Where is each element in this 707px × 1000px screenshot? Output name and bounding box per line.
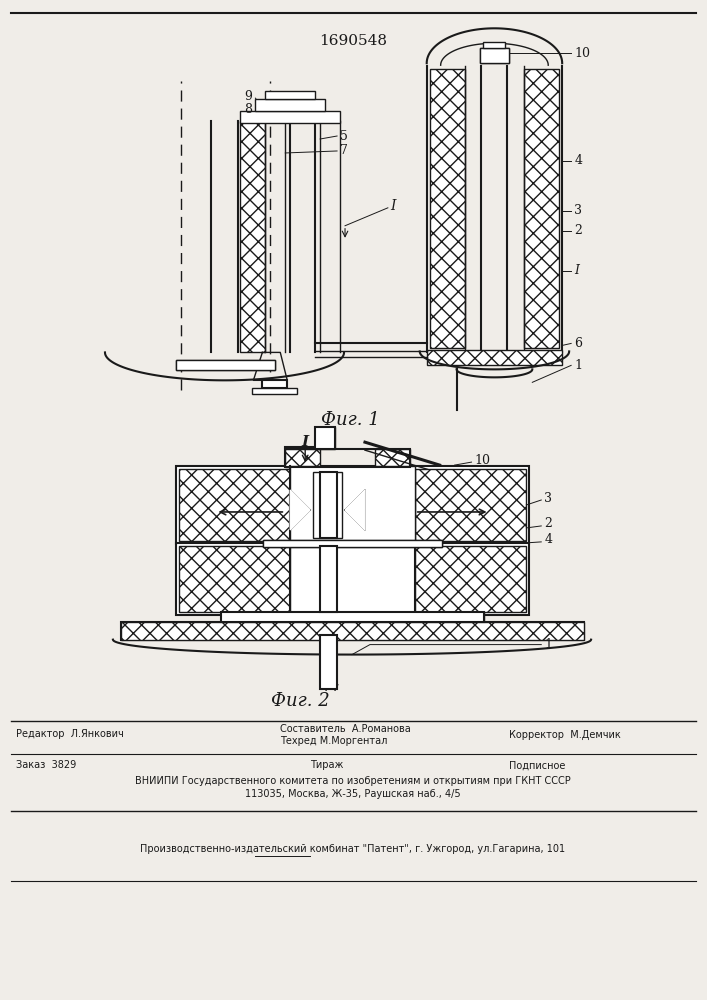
Polygon shape bbox=[291, 490, 310, 530]
Bar bbox=[240, 121, 265, 352]
Bar bbox=[285, 449, 320, 467]
Text: 5: 5 bbox=[340, 130, 348, 143]
Text: I: I bbox=[302, 435, 309, 449]
Bar bbox=[176, 360, 275, 370]
Text: 2: 2 bbox=[574, 224, 582, 237]
Bar bbox=[320, 472, 337, 538]
Bar bbox=[221, 612, 484, 622]
Text: 3: 3 bbox=[574, 204, 582, 217]
Bar bbox=[479, 48, 509, 63]
Bar bbox=[313, 472, 342, 538]
Text: 10: 10 bbox=[474, 454, 491, 467]
Bar bbox=[479, 48, 509, 63]
Bar bbox=[179, 546, 291, 612]
Text: Производственно-издательский комбинат "Патент", г. Ужгород, ул.Гагарина, 101: Производственно-издательский комбинат "П… bbox=[141, 844, 566, 854]
Bar bbox=[430, 69, 464, 348]
Text: 7: 7 bbox=[340, 144, 348, 157]
Polygon shape bbox=[345, 490, 365, 530]
Text: I: I bbox=[574, 264, 579, 277]
Text: 6: 6 bbox=[574, 337, 582, 350]
Text: 2: 2 bbox=[544, 517, 552, 530]
Bar bbox=[484, 42, 506, 48]
Text: 113035, Москва, Ж-35, Раушская наб., 4/5: 113035, Москва, Ж-35, Раушская наб., 4/5 bbox=[245, 789, 461, 799]
Bar bbox=[265, 91, 315, 99]
Bar bbox=[252, 388, 297, 394]
Text: ВНИИПИ Государственного комитета по изобретениям и открытиям при ГКНТ СССР: ВНИИПИ Государственного комитета по изоб… bbox=[135, 776, 571, 786]
Bar bbox=[179, 469, 291, 541]
Text: Заказ  3829: Заказ 3829 bbox=[16, 760, 76, 770]
Bar bbox=[375, 449, 410, 467]
Text: Фиг. 2: Фиг. 2 bbox=[271, 692, 329, 710]
Text: 1: 1 bbox=[544, 638, 552, 651]
Bar bbox=[221, 612, 484, 622]
Bar bbox=[315, 427, 335, 449]
Text: Подписное: Подписное bbox=[509, 760, 566, 770]
Bar bbox=[263, 540, 442, 547]
Text: Корректор  М.Демчик: Корректор М.Демчик bbox=[509, 730, 621, 740]
Bar bbox=[291, 466, 415, 544]
Bar bbox=[255, 99, 325, 111]
Bar bbox=[427, 350, 562, 365]
Text: I: I bbox=[390, 199, 395, 213]
Text: 1690548: 1690548 bbox=[319, 34, 387, 48]
Text: Редактор  Л.Янкович: Редактор Л.Янкович bbox=[16, 729, 124, 739]
Text: Фиг. 1: Фиг. 1 bbox=[321, 411, 380, 429]
Text: Составитель  А.Романова: Составитель А.Романова bbox=[280, 724, 411, 734]
Bar bbox=[320, 546, 337, 612]
Bar bbox=[176, 543, 530, 615]
Bar bbox=[176, 360, 275, 370]
Text: 9: 9 bbox=[245, 90, 252, 103]
Bar bbox=[415, 469, 526, 541]
Bar bbox=[121, 622, 584, 640]
Bar bbox=[525, 69, 559, 348]
Text: 1: 1 bbox=[574, 359, 582, 372]
Bar bbox=[415, 546, 526, 612]
Bar bbox=[285, 449, 410, 467]
Text: 3: 3 bbox=[544, 492, 552, 505]
Bar bbox=[176, 466, 530, 544]
Bar bbox=[262, 380, 287, 388]
Text: 4: 4 bbox=[544, 533, 552, 546]
Bar bbox=[315, 427, 335, 449]
Text: Тираж: Тираж bbox=[310, 760, 344, 770]
Bar bbox=[121, 622, 584, 640]
Text: 10: 10 bbox=[574, 47, 590, 60]
Bar bbox=[320, 635, 337, 689]
Text: 8: 8 bbox=[245, 103, 252, 116]
Text: Техред М.Моргентал: Техред М.Моргентал bbox=[280, 736, 387, 746]
Text: 4: 4 bbox=[574, 154, 582, 167]
Bar bbox=[263, 540, 442, 547]
Bar bbox=[240, 111, 340, 123]
